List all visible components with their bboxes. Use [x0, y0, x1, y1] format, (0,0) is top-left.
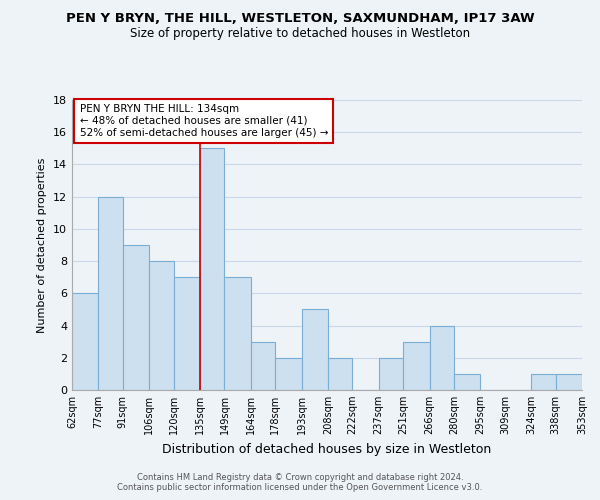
- Text: PEN Y BRYN, THE HILL, WESTLETON, SAXMUNDHAM, IP17 3AW: PEN Y BRYN, THE HILL, WESTLETON, SAXMUND…: [65, 12, 535, 26]
- Bar: [123, 245, 149, 390]
- Text: Contains HM Land Registry data © Crown copyright and database right 2024.
Contai: Contains HM Land Registry data © Crown c…: [118, 473, 482, 492]
- Bar: [403, 342, 430, 390]
- Bar: [149, 261, 173, 390]
- Bar: [173, 277, 200, 390]
- Bar: [302, 310, 328, 390]
- Bar: [454, 374, 481, 390]
- Bar: [224, 277, 251, 390]
- Bar: [430, 326, 454, 390]
- Bar: [200, 148, 224, 390]
- Text: Size of property relative to detached houses in Westleton: Size of property relative to detached ho…: [130, 28, 470, 40]
- Text: PEN Y BRYN THE HILL: 134sqm
← 48% of detached houses are smaller (41)
52% of sem: PEN Y BRYN THE HILL: 134sqm ← 48% of det…: [80, 104, 328, 138]
- Bar: [556, 374, 582, 390]
- Bar: [72, 294, 98, 390]
- Bar: [251, 342, 275, 390]
- Bar: [275, 358, 302, 390]
- X-axis label: Distribution of detached houses by size in Westleton: Distribution of detached houses by size …: [163, 442, 491, 456]
- Bar: [328, 358, 352, 390]
- Bar: [531, 374, 556, 390]
- Bar: [379, 358, 403, 390]
- Y-axis label: Number of detached properties: Number of detached properties: [37, 158, 47, 332]
- Bar: [98, 196, 123, 390]
